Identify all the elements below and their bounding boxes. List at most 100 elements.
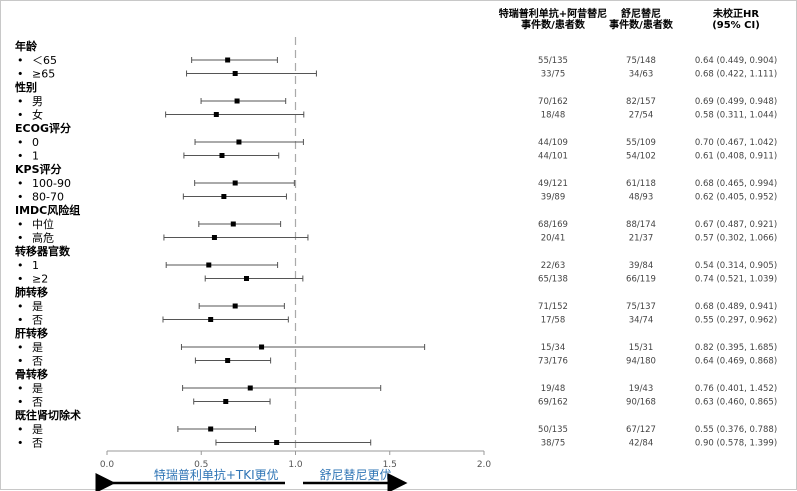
events-treatment: 44/101 [538, 152, 568, 162]
subgroup-label: 否 [32, 355, 43, 368]
hr-ci-text: 0.76 (0.401, 1.452) [695, 384, 777, 394]
subgroup-label: 否 [32, 437, 43, 450]
events-treatment: 55/135 [538, 56, 568, 66]
events-treatment: 19/48 [541, 384, 566, 394]
subgroup-bullet: • [17, 382, 24, 395]
subgroup-label: 是 [32, 382, 43, 395]
hr-ci-text: 0.67 (0.487, 0.921) [695, 220, 777, 230]
hr-point [232, 303, 238, 309]
hr-ci-text: 0.55 (0.376, 0.788) [695, 425, 777, 435]
subgroup-bullet: • [17, 177, 24, 190]
subgroup-label: 0 [32, 136, 39, 149]
subgroup-bullet: • [17, 314, 24, 327]
group-label: 年龄 [15, 39, 38, 53]
subgroup-label: 100-90 [32, 177, 71, 190]
events-treatment: 70/162 [538, 97, 568, 107]
hr-point [234, 98, 240, 104]
hr-point [236, 139, 242, 145]
subgroup-label: ≥2 [32, 273, 48, 286]
subgroup-label: 1 [32, 259, 39, 272]
hr-point [208, 426, 214, 432]
subgroup-label: ＜65 [32, 54, 57, 67]
events-control: 15/31 [629, 343, 654, 353]
events-control: 21/37 [629, 234, 654, 244]
events-treatment: 20/41 [541, 234, 566, 244]
subgroup-label: 是 [32, 423, 43, 436]
hr-ci-text: 0.62 (0.405, 0.952) [695, 193, 777, 203]
events-control: 39/84 [629, 261, 654, 271]
hr-ci-text: 0.69 (0.499, 0.948) [695, 97, 777, 107]
events-control: 75/137 [626, 302, 656, 312]
hr-ci-text: 0.63 (0.460, 0.865) [695, 398, 777, 408]
column-header-col3-line-1: (95% CI) [712, 20, 760, 31]
events-control: 61/118 [626, 179, 656, 189]
hr-point [230, 221, 236, 227]
subgroup-bullet: • [17, 95, 24, 108]
hr-point [221, 194, 227, 199]
events-control: 27/54 [629, 111, 654, 121]
subgroup-bullet: • [17, 232, 24, 245]
group-label: 转移器官数 [15, 244, 71, 258]
hr-ci-text: 0.61 (0.408, 0.911) [695, 152, 777, 162]
hr-ci-text: 0.68 (0.422, 1.111) [695, 70, 777, 80]
events-control: 82/157 [626, 97, 656, 107]
hr-ci-text: 0.55 (0.297, 0.962) [695, 316, 777, 326]
subgroup-label: 男 [32, 95, 43, 108]
hr-ci-text: 0.57 (0.302, 1.066) [695, 234, 777, 244]
subgroup-bullet: • [17, 423, 24, 436]
hr-ci-text: 0.64 (0.469, 0.868) [695, 357, 777, 367]
events-treatment: 33/75 [541, 70, 566, 80]
events-treatment: 65/138 [538, 275, 568, 285]
favors-right-label: 舒尼替尼更优 [319, 468, 391, 482]
hr-point [259, 344, 265, 350]
events-treatment: 50/135 [538, 425, 568, 435]
column-header-col3-line-0: 未校正HR [712, 7, 759, 20]
events-treatment: 17/58 [541, 316, 566, 326]
column-header-col2-line-0: 舒尼替尼 [621, 7, 661, 20]
events-treatment: 38/75 [541, 439, 566, 449]
subgroup-label: 1 [32, 150, 39, 163]
x-tick-label: 1.5 [383, 460, 397, 470]
subgroup-bullet: • [17, 259, 24, 272]
subgroup-label: 80-70 [32, 191, 64, 204]
events-control: 19/43 [629, 384, 654, 394]
hr-point [208, 317, 214, 322]
group-label: 肝转移 [15, 326, 48, 340]
hr-ci-text: 0.64 (0.449, 0.904) [695, 56, 777, 66]
events-control: 55/109 [626, 138, 656, 148]
subgroup-bullet: • [17, 150, 24, 163]
subgroup-bullet: • [17, 300, 24, 313]
hr-ci-text: 0.54 (0.314, 0.905) [695, 261, 777, 271]
events-treatment: 68/169 [538, 220, 568, 230]
events-treatment: 73/176 [538, 357, 568, 367]
hr-ci-text: 0.58 (0.311, 1.044) [695, 111, 777, 121]
subgroup-label: 否 [32, 396, 43, 409]
events-treatment: 44/109 [538, 138, 568, 148]
subgroup-bullet: • [17, 68, 24, 81]
group-label: 既往肾切除术 [15, 408, 81, 422]
hr-ci-text: 0.82 (0.395, 1.685) [695, 343, 777, 353]
hr-ci-text: 0.90 (0.578, 1.399) [695, 439, 777, 449]
events-control: 34/74 [629, 316, 654, 326]
events-treatment: 49/121 [538, 179, 568, 189]
subgroup-bullet: • [17, 109, 24, 122]
events-treatment: 69/162 [538, 398, 568, 408]
column-header-col1-line-0: 特瑞普利单抗+阿昔替尼 [499, 7, 607, 20]
events-treatment: 15/34 [541, 343, 566, 353]
events-control: 34/63 [629, 70, 654, 80]
group-label: 肺转移 [15, 285, 48, 299]
hr-ci-text: 0.70 (0.467, 1.042) [695, 138, 777, 148]
hr-point [206, 262, 212, 268]
subgroup-bullet: • [17, 136, 24, 149]
subgroup-label: 是 [32, 341, 43, 354]
subgroup-label: 是 [32, 300, 43, 313]
subgroup-label: 中位 [32, 217, 54, 231]
subgroup-label: 女 [32, 108, 43, 122]
events-control: 66/119 [626, 275, 656, 285]
subgroup-bullet: • [17, 355, 24, 368]
column-header-col1-line-1: 事件数/患者数 [521, 18, 586, 31]
hr-point [247, 385, 253, 391]
events-control: 88/174 [626, 220, 656, 230]
x-tick-label: 0.5 [194, 460, 208, 470]
